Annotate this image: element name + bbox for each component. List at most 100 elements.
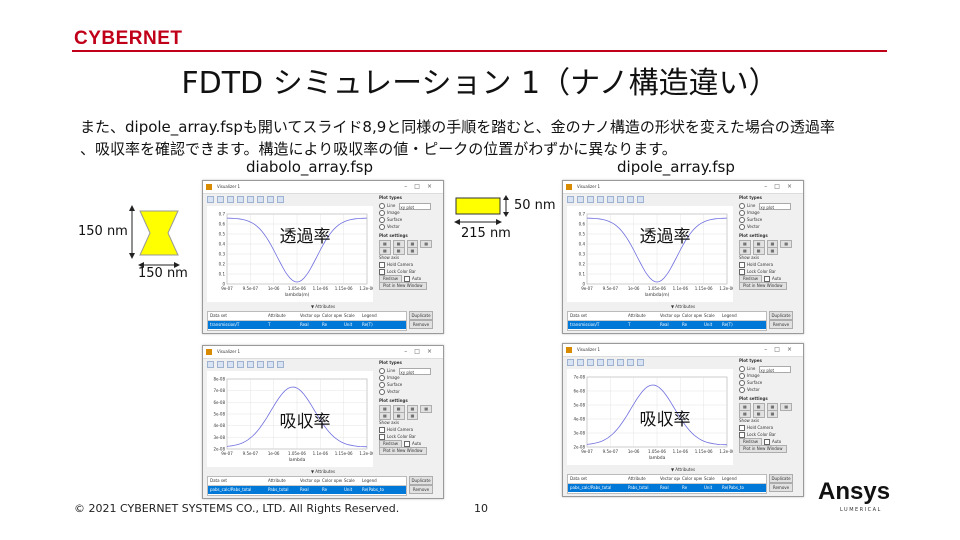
remove-button[interactable]: Remove — [769, 483, 793, 492]
pencil-icon[interactable] — [277, 361, 284, 368]
radio-icon[interactable] — [739, 210, 745, 216]
hold-camera-checkbox[interactable]: Hold Camera — [739, 261, 801, 268]
lock-color-bar-checkbox[interactable]: Lock Color Bar — [739, 268, 801, 275]
setting-button[interactable]: ▦ — [780, 403, 793, 411]
attributes-toggle[interactable]: ▼ Attributes — [310, 469, 336, 474]
checkbox-icon[interactable] — [379, 262, 385, 268]
zoom-icon[interactable] — [567, 359, 574, 366]
plot-type-select[interactable]: xy plot — [759, 365, 792, 373]
plot-type-select[interactable]: xy plot — [759, 202, 792, 210]
checkbox-icon[interactable] — [379, 434, 385, 440]
setting-button[interactable]: ▦ — [392, 247, 405, 255]
line-icon[interactable] — [267, 196, 274, 203]
zoom-icon[interactable] — [567, 196, 574, 203]
plot-type-option[interactable]: Surface — [739, 216, 801, 223]
radio-icon[interactable] — [739, 224, 745, 230]
radio-icon[interactable] — [739, 387, 745, 393]
duplicate-button[interactable]: Duplicate — [769, 311, 793, 320]
plot-type-option[interactable]: Surface — [379, 381, 441, 388]
line-icon[interactable] — [627, 196, 634, 203]
plot-in-new-window-button[interactable]: Plot in New Window — [379, 282, 427, 290]
plot-type-option[interactable]: Image — [379, 209, 441, 216]
plot-in-new-window-button[interactable]: Plot in New Window — [379, 447, 427, 455]
line-icon[interactable] — [267, 361, 274, 368]
line-icon[interactable] — [627, 359, 634, 366]
setting-button[interactable]: ▦ — [379, 247, 391, 255]
table-row[interactable]: transmission/T T Real Re Unit Re(T) — [208, 321, 406, 329]
zoom-icon[interactable] — [207, 361, 214, 368]
text-icon[interactable] — [257, 361, 264, 368]
text-icon[interactable] — [617, 359, 624, 366]
pencil-icon[interactable] — [637, 196, 644, 203]
hold-camera-checkbox[interactable]: Hold Camera — [379, 261, 441, 268]
plot-type-option[interactable]: Line xy plot — [739, 202, 801, 210]
radio-icon[interactable] — [379, 210, 385, 216]
chart-icon[interactable] — [247, 361, 254, 368]
plot-type-option[interactable]: Vector — [379, 388, 441, 395]
radio-icon[interactable] — [739, 380, 745, 386]
hold-camera-checkbox[interactable]: Hold Camera — [739, 424, 801, 431]
radio-icon[interactable] — [379, 382, 385, 388]
plot-area[interactable]: 8e-08 7e-08 6e-08 5e-08 4e-08 3e-08 2e-08 9e-07… — [207, 371, 373, 467]
pan-icon[interactable] — [577, 196, 584, 203]
setting-button[interactable]: ▦ — [406, 412, 419, 420]
setting-button[interactable]: ▦ — [379, 412, 391, 420]
window-controls[interactable]: –□× — [404, 348, 439, 355]
setting-button[interactable]: ▦ — [406, 247, 419, 255]
setting-button[interactable]: ▦ — [739, 247, 751, 255]
checkbox-icon[interactable] — [739, 269, 745, 275]
plot-type-option[interactable]: Image — [379, 374, 441, 381]
plot-type-option[interactable]: Image — [739, 372, 801, 379]
radio-icon[interactable] — [739, 366, 745, 372]
plot-in-new-window-button[interactable]: Plot in New Window — [739, 282, 787, 290]
plot-type-select[interactable]: xy plot — [399, 367, 432, 375]
visualizer-window-dipole-transmission[interactable]: Visualizer 1 –□× 0.7 0.6 0.5 0.4 0.3 0.2 0.1 0 9e-… — [562, 180, 804, 334]
table-row[interactable]: pabs_calc/Pabs_total Pabs_total Real Re Unit… — [208, 486, 406, 494]
plot-type-option[interactable]: Line xy plot — [379, 202, 441, 210]
plot-area[interactable]: 0.7 0.6 0.5 0.4 0.3 0.2 0.1 0 9e-07 9.5e-07 1e-06 1… — [207, 206, 373, 302]
window-titlebar[interactable]: Visualizer 1 –□× — [563, 181, 803, 194]
pan-icon[interactable] — [217, 196, 224, 203]
checkbox-icon[interactable] — [379, 427, 385, 433]
radio-icon[interactable] — [739, 203, 745, 209]
lock-color-bar-checkbox[interactable]: Lock Color Bar — [739, 431, 801, 438]
plot-type-select[interactable]: xy plot — [399, 202, 432, 210]
plot-type-option[interactable]: Line xy plot — [379, 367, 441, 375]
crosshair-icon[interactable] — [597, 359, 604, 366]
setting-button[interactable]: ▦ — [739, 410, 751, 418]
table-row[interactable]: transmission/T T Real Re Unit Re(T) — [568, 321, 766, 329]
setting-button[interactable]: ▦ — [766, 247, 779, 255]
setting-button[interactable]: ▦ — [420, 405, 433, 413]
window-titlebar[interactable]: Visualizer 1 –□× — [203, 346, 443, 359]
zoom-icon[interactable] — [207, 196, 214, 203]
crosshair-icon[interactable] — [237, 361, 244, 368]
radio-icon[interactable] — [379, 203, 385, 209]
setting-button[interactable]: ▦ — [780, 240, 793, 248]
chart-icon[interactable] — [247, 196, 254, 203]
duplicate-button[interactable]: Duplicate — [769, 474, 793, 483]
setting-button[interactable]: ▦ — [392, 412, 405, 420]
pencil-icon[interactable] — [637, 359, 644, 366]
plot-type-option[interactable]: Vector — [739, 386, 801, 393]
crosshair-icon[interactable] — [237, 196, 244, 203]
pointer-icon[interactable] — [587, 359, 594, 366]
window-controls[interactable]: –□× — [764, 183, 799, 190]
visualizer-window-diabolo-absorption[interactable]: Visualizer 1 –□× 8e-08 7e-08 6e-08 5e-08 4e-08… — [202, 345, 444, 499]
hold-camera-checkbox[interactable]: Hold Camera — [379, 426, 441, 433]
table-row[interactable]: pabs_calc/Pabs_total Pabs_total Real Re Unit… — [568, 484, 766, 492]
duplicate-button[interactable]: Duplicate — [409, 476, 433, 485]
remove-button[interactable]: Remove — [409, 485, 433, 494]
remove-button[interactable]: Remove — [409, 320, 433, 329]
window-controls[interactable]: –□× — [764, 346, 799, 353]
chart-icon[interactable] — [607, 196, 614, 203]
setting-button[interactable]: ▦ — [766, 410, 779, 418]
plot-type-option[interactable]: Vector — [379, 223, 441, 230]
duplicate-button[interactable]: Duplicate — [409, 311, 433, 320]
text-icon[interactable] — [257, 196, 264, 203]
pointer-icon[interactable] — [227, 361, 234, 368]
attributes-toggle[interactable]: ▼ Attributes — [310, 304, 336, 309]
radio-icon[interactable] — [739, 217, 745, 223]
checkbox-icon[interactable] — [763, 276, 770, 282]
radio-icon[interactable] — [379, 375, 385, 381]
checkbox-icon[interactable] — [763, 439, 770, 445]
